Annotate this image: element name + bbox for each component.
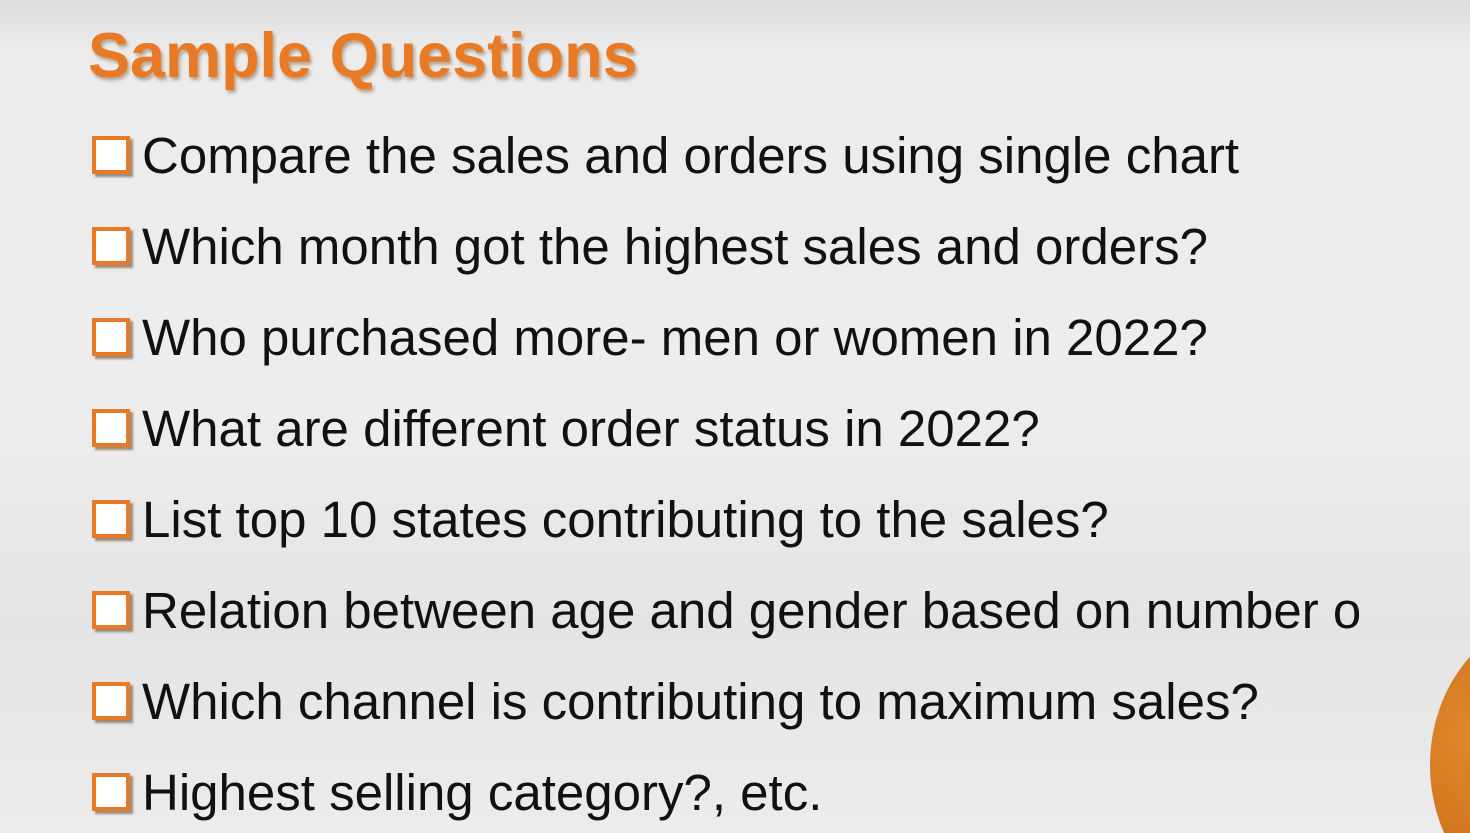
question-text: Which month got the highest sales and or… [142, 217, 1208, 275]
bullet-box [92, 318, 130, 356]
decoration [1430, 615, 1470, 833]
bullet-box [92, 227, 130, 265]
question-text: Relation between age and gender based on… [142, 581, 1362, 639]
bullet-box [92, 500, 130, 538]
bullet-box [92, 409, 130, 447]
question-item: What are different order status in 2022? [92, 398, 1040, 458]
question-item: Who purchased more- men or women in 2022… [92, 307, 1208, 367]
question-text: Which channel is contributing to maximum… [142, 672, 1259, 730]
question-item: List top 10 states contributing to the s… [92, 489, 1109, 549]
question-item: Relation between age and gender based on… [92, 580, 1361, 640]
bullet-box [92, 682, 130, 720]
question-text: List top 10 states contributing to the s… [142, 490, 1109, 548]
question-item: Which month got the highest sales and or… [92, 216, 1208, 276]
bullet-box [92, 136, 130, 174]
question-item: Highest selling category?, etc. [92, 762, 822, 822]
question-item: Compare the sales and orders using singl… [92, 125, 1239, 185]
question-item: Which channel is contributing to maximum… [92, 671, 1259, 731]
question-text: Compare the sales and orders using singl… [142, 126, 1240, 184]
question-text: What are different order status in 2022? [142, 399, 1040, 457]
bullet-box [92, 773, 130, 811]
bullet-box [92, 591, 130, 629]
slide-title: Sample Questions [88, 21, 638, 91]
question-text: Highest selling category?, etc. [142, 763, 823, 821]
question-text: Who purchased more- men or women in 2022… [142, 308, 1208, 366]
